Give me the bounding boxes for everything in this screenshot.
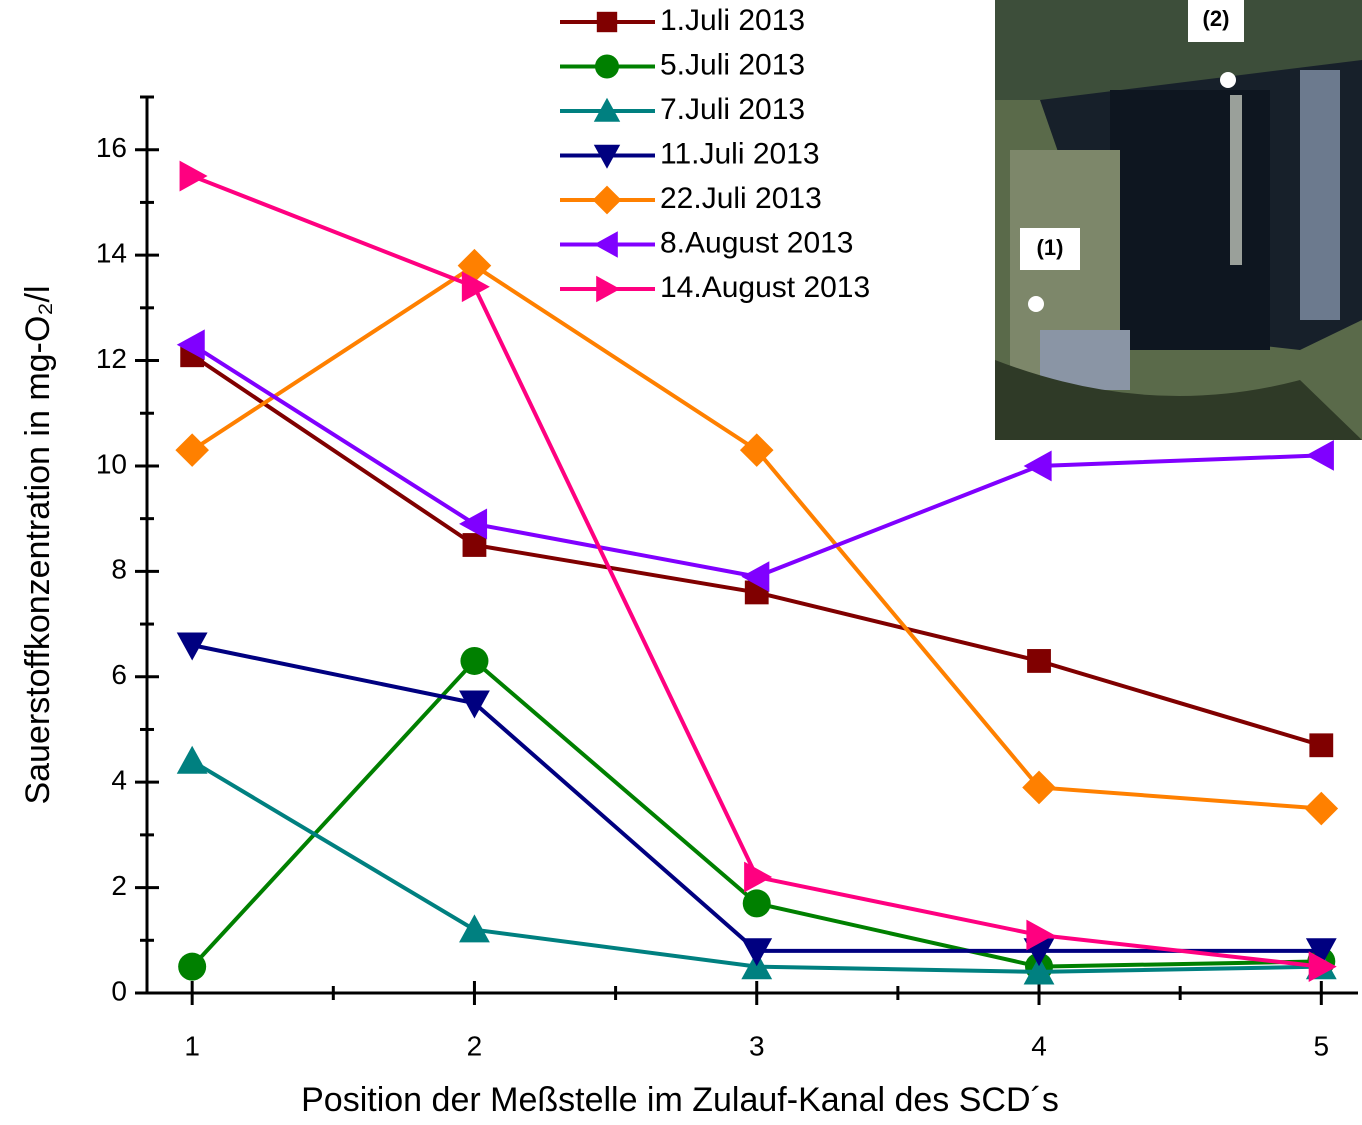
- legend-label: 11.Juli 2013: [660, 137, 820, 170]
- marker: [177, 746, 208, 774]
- inset-photo: [995, 0, 1362, 440]
- marker: [743, 889, 771, 917]
- y-axis-title: Sauerstoffkonzentration in mg-O₂/l: [19, 285, 57, 804]
- legend-label: 7.Juli 2013: [660, 93, 805, 126]
- inset-label: (2): [1203, 6, 1230, 31]
- x-tick-label: 4: [1031, 1030, 1047, 1061]
- legend-label: 8.August 2013: [660, 226, 854, 259]
- y-tick-label: 16: [96, 132, 127, 163]
- marker: [1305, 792, 1339, 826]
- legend-label: 22.Juli 2013: [660, 182, 822, 215]
- series-line: [192, 661, 1321, 967]
- marker: [1027, 649, 1051, 673]
- y-tick-label: 10: [96, 448, 127, 479]
- y-tick-label: 6: [111, 659, 127, 690]
- marker: [459, 914, 490, 942]
- inset-label: (1): [1037, 235, 1064, 260]
- marker: [593, 186, 622, 215]
- y-tick-label: 12: [96, 343, 127, 374]
- x-tick-label: 1: [184, 1030, 200, 1061]
- marker: [744, 862, 772, 893]
- x-tick-label: 3: [749, 1030, 765, 1061]
- marker: [460, 647, 488, 675]
- x-tick-label: 2: [467, 1030, 483, 1061]
- marker: [180, 161, 208, 192]
- marker: [175, 433, 209, 467]
- marker: [1024, 451, 1052, 482]
- marker: [596, 276, 620, 302]
- marker: [178, 953, 206, 981]
- legend-label: 14.August 2013: [660, 271, 870, 304]
- legend-label: 5.Juli 2013: [660, 48, 805, 81]
- marker: [1306, 440, 1334, 471]
- marker: [1309, 733, 1333, 757]
- y-tick-label: 8: [111, 554, 127, 585]
- x-axis-title: Position der Meßstelle im Zulauf-Kanal d…: [301, 1081, 1059, 1119]
- y-tick-label: 14: [96, 238, 127, 269]
- y-tick-label: 0: [111, 975, 127, 1006]
- y-tick-label: 2: [111, 870, 127, 901]
- chart: (2) (1) Position der Meßstelle im Zulauf…: [0, 0, 1362, 1120]
- y-tick-label: 4: [111, 765, 127, 796]
- legend-label: 1.Juli 2013: [660, 4, 805, 37]
- marker: [597, 12, 617, 32]
- x-tick-label: 5: [1314, 1030, 1330, 1061]
- marker: [594, 231, 618, 257]
- marker: [595, 55, 619, 79]
